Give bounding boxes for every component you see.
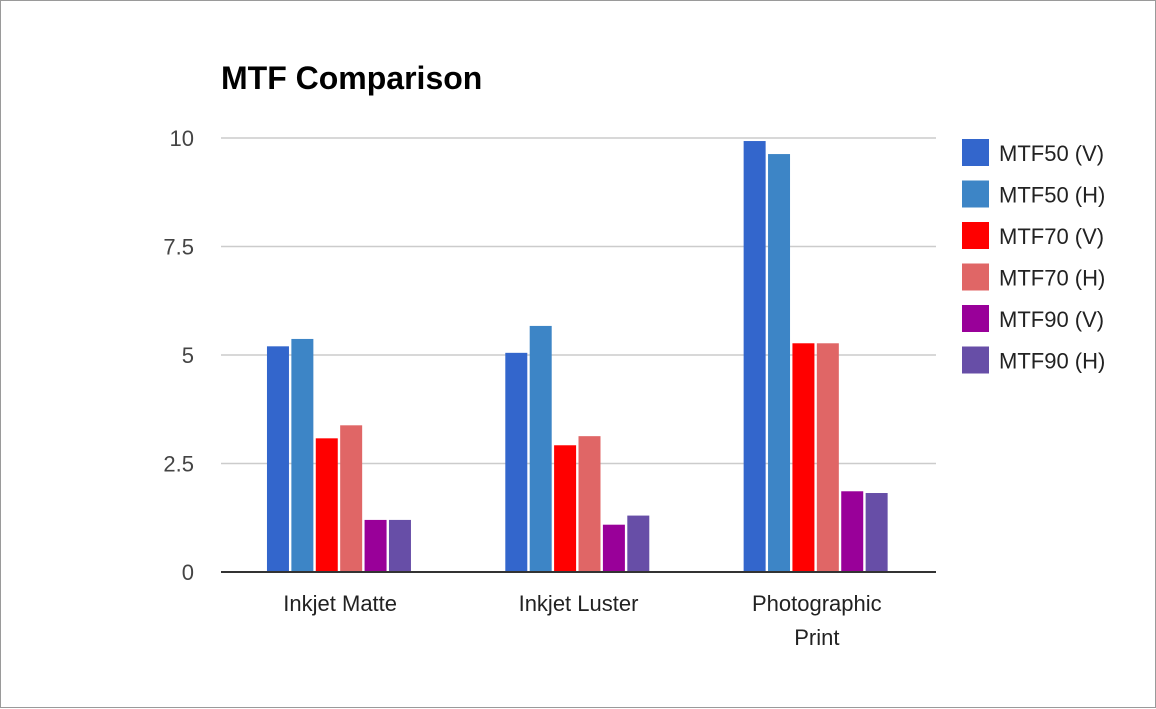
bar [792,343,815,572]
bar [388,519,411,572]
bar [841,491,864,572]
bar [578,436,601,572]
legend-label: MTF70 (V) [999,224,1104,249]
legend-label: MTF70 (H) [999,266,1105,291]
bar [816,343,839,572]
legend-label: MTF50 (V) [999,141,1104,166]
x-axis-categories: Inkjet Matte Inkjet Luster Photographic Pri… [283,591,881,650]
bar [315,438,338,572]
y-tick-label: 7.5 [163,235,194,260]
y-axis-ticks: 0 2.5 5 7.5 10 [163,126,194,585]
bar [505,352,528,572]
y-tick-label: 10 [170,126,194,151]
bar [266,346,289,572]
bar [865,493,888,572]
legend-label: MTF90 (H) [999,349,1105,374]
x-category-label: Inkjet Luster [519,591,639,616]
bar [602,524,625,572]
legend-swatch [962,180,989,208]
bar [340,425,363,572]
legend-swatch [962,346,989,374]
bar [529,325,552,572]
legend-swatch [962,305,989,332]
chart-title: MTF Comparison [221,60,482,96]
legend-swatch [962,263,989,291]
x-category-label: Photographic [752,591,882,616]
bar [768,154,791,573]
legend: MTF50 (V) MTF50 (H) MTF70 (V) MTF70 (H) MTF9… [962,139,1105,374]
legend-swatch [962,139,989,166]
x-category-label: Print [794,625,839,650]
y-tick-label: 2.5 [163,452,194,477]
legend-label: MTF90 (V) [999,307,1104,332]
y-tick-label: 0 [182,560,194,585]
legend-swatch [962,222,989,249]
bar [291,338,314,572]
bar [364,519,387,572]
y-tick-label: 5 [182,343,194,368]
legend-label: MTF50 (H) [999,183,1105,208]
bar [554,445,577,572]
bar [743,141,766,572]
x-category-label: Inkjet Matte [283,591,397,616]
bar [627,515,650,572]
bars [266,141,888,573]
